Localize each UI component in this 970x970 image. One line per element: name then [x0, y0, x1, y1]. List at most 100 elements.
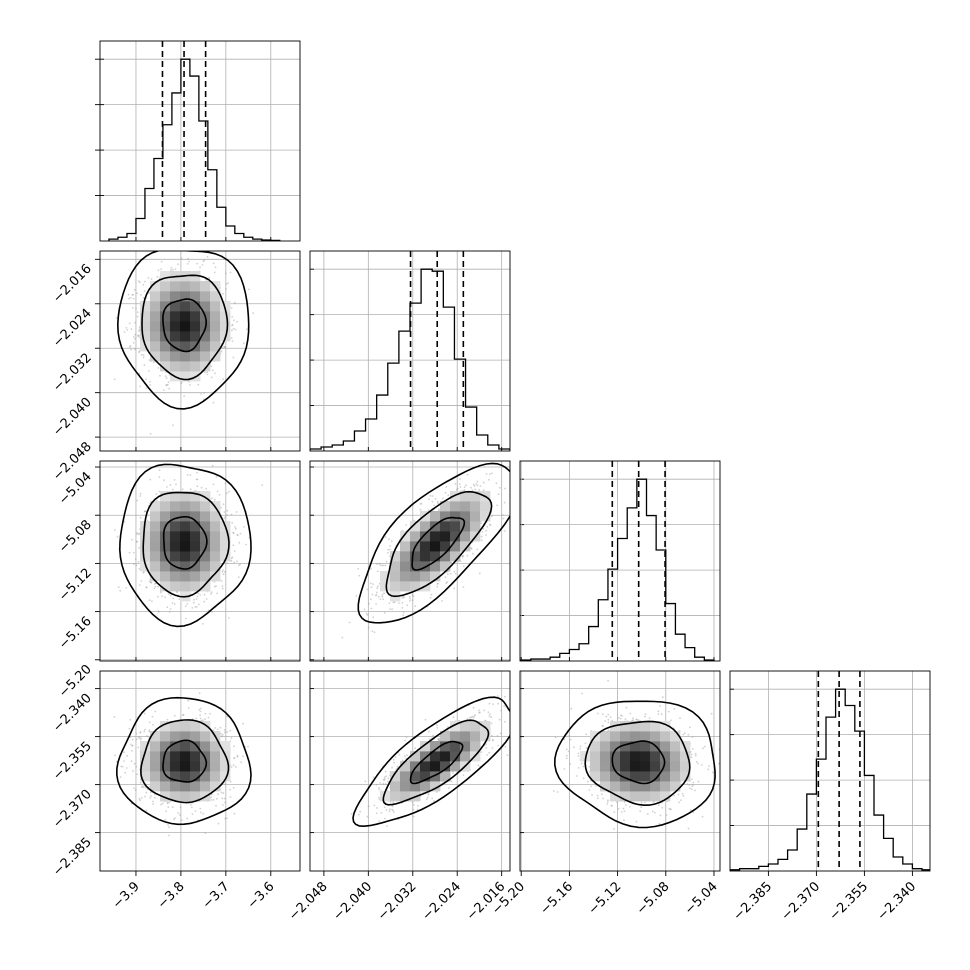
sample-point [212, 262, 215, 265]
sample-point [142, 354, 145, 357]
density-cell [430, 511, 441, 522]
sample-point [194, 606, 197, 608]
sample-point [149, 384, 152, 386]
sample-point [224, 801, 227, 804]
density-cell [180, 571, 191, 582]
sample-point [436, 585, 439, 588]
sample-point [132, 293, 135, 296]
sample-point [232, 356, 235, 359]
sample-point [160, 591, 162, 594]
sample-point [233, 561, 236, 564]
sample-point [382, 564, 385, 567]
sample-point [488, 523, 491, 526]
sample-point [219, 234, 221, 236]
sample-point [176, 591, 179, 593]
sample-point [376, 591, 378, 594]
density-cell [180, 311, 191, 322]
histogram-step [520, 478, 715, 661]
sample-point [388, 602, 391, 605]
density-cell [450, 511, 461, 522]
density-cell [210, 531, 221, 542]
sample-point [198, 603, 200, 606]
sample-point [215, 585, 217, 587]
sample-point [220, 350, 223, 353]
sample-point [189, 474, 192, 476]
sample-point [441, 600, 443, 602]
sample-point [132, 335, 135, 338]
density-cell [460, 511, 471, 522]
sample-point [153, 587, 156, 590]
sample-point [202, 812, 205, 815]
sample-point [169, 608, 172, 610]
sample-point [221, 587, 224, 590]
sample-point [149, 478, 152, 481]
density-cell [160, 341, 171, 352]
sample-point [252, 312, 255, 314]
sample-point [169, 594, 172, 597]
sample-point [472, 552, 474, 555]
sample-point [222, 292, 224, 295]
density-cell [200, 581, 211, 592]
sample-point [181, 488, 184, 491]
density-cell [450, 541, 461, 552]
sample-point [232, 532, 235, 535]
sample-point [489, 524, 492, 526]
sample-point [145, 387, 148, 389]
sample-point [186, 474, 189, 476]
sample-point [162, 389, 165, 391]
sample-point [498, 486, 501, 489]
sample-point [236, 533, 239, 536]
sample-point [495, 482, 498, 485]
sample-point [138, 532, 141, 535]
density-cell [390, 551, 401, 562]
density-cell [200, 301, 211, 312]
sample-point [363, 608, 366, 611]
density-cell [470, 501, 481, 512]
sample-point [447, 494, 450, 497]
sample-point [143, 510, 146, 513]
sample-point [478, 572, 481, 575]
sample-point [186, 817, 189, 820]
sample-point [239, 532, 242, 535]
sample-point [221, 347, 224, 349]
sample-point [480, 539, 483, 542]
sample-point [405, 524, 408, 526]
sample-point [149, 432, 152, 435]
density-cell [430, 551, 441, 562]
sample-point [358, 574, 361, 577]
sample-point [473, 485, 476, 487]
density-cell [430, 541, 441, 552]
sample-point [203, 593, 206, 596]
sample-point [199, 594, 202, 596]
sample-point [370, 586, 373, 588]
sample-point [137, 280, 140, 282]
panel-frame [99, 250, 301, 452]
sample-point [177, 263, 179, 266]
sample-point [148, 359, 151, 361]
sample-point [223, 346, 226, 348]
sample-point [139, 492, 142, 495]
sample-point [373, 631, 376, 634]
sample-point [221, 585, 224, 588]
density-cell [170, 491, 181, 502]
sample-point [485, 534, 487, 536]
sample-point [414, 605, 417, 608]
sample-point [470, 547, 472, 550]
density-cell [190, 491, 201, 502]
sample-point [160, 268, 163, 270]
sample-point [233, 301, 236, 304]
sample-point [231, 316, 234, 318]
density-cell [410, 581, 421, 592]
sample-point [148, 292, 151, 294]
sample-point [470, 486, 472, 489]
contour-level [411, 516, 466, 571]
sample-point [203, 600, 206, 603]
sample-point [96, 311, 98, 313]
density-cell [150, 531, 161, 542]
sample-point [195, 598, 198, 600]
sample-point [134, 789, 137, 792]
sample-point [138, 584, 141, 586]
sample-point [376, 570, 379, 573]
sample-point [202, 623, 204, 625]
sample-point [376, 587, 379, 590]
